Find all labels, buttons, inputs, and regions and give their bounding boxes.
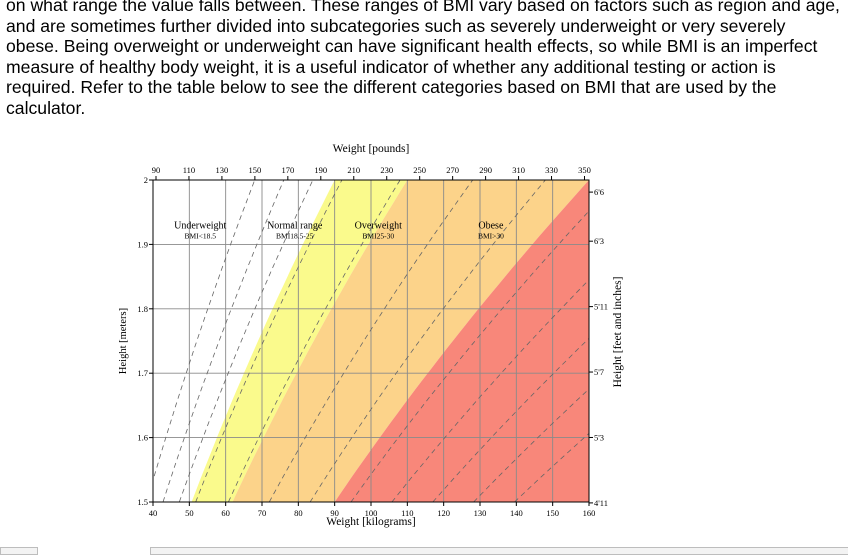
top-tick-label-9: 270 bbox=[446, 165, 459, 175]
y-tick-label-1: 1.6 bbox=[137, 433, 148, 443]
top-tick-label-2: 130 bbox=[216, 165, 229, 175]
x-tick-label-2: 60 bbox=[221, 508, 230, 518]
top-tick-label-1: 110 bbox=[183, 165, 195, 175]
x-tick-label-4: 80 bbox=[294, 508, 303, 518]
top-tick-label-7: 230 bbox=[380, 165, 393, 175]
region-range-0: BMI<18.5 bbox=[184, 231, 216, 240]
x-tick-label-12: 160 bbox=[583, 508, 596, 518]
right-tick-label-0: 4'11 bbox=[594, 498, 608, 508]
region-label-1: Normal range bbox=[267, 220, 323, 231]
region-range-1: BMI18.5-25 bbox=[276, 231, 314, 240]
y-axis-label: Height [meters] bbox=[118, 308, 129, 374]
top-tick-label-4: 170 bbox=[281, 165, 294, 175]
top-tick-label-12: 330 bbox=[545, 165, 558, 175]
chart-title: Weight [pounds] bbox=[333, 143, 410, 155]
x-axis-label: Weight [kilograms] bbox=[326, 516, 415, 528]
top-tick-label-8: 250 bbox=[413, 165, 426, 175]
top-tick-label-6: 210 bbox=[347, 165, 360, 175]
top-tick-label-5: 190 bbox=[314, 165, 327, 175]
x-tick-label-0: 40 bbox=[149, 508, 158, 518]
region-range-3: BMI>30 bbox=[478, 231, 504, 240]
top-tick-label-3: 150 bbox=[248, 165, 261, 175]
x-tick-label-8: 120 bbox=[437, 508, 450, 518]
right-tick-label-1: 5'3 bbox=[594, 432, 604, 442]
region-label-3: Obese bbox=[478, 220, 504, 231]
y-tick-label-0: 1.5 bbox=[137, 497, 148, 507]
x-tick-label-11: 150 bbox=[546, 508, 559, 518]
page-footer-box-right bbox=[150, 547, 848, 555]
y-tick-label-5: 2 bbox=[144, 175, 148, 185]
intro-paragraph: on what range the value falls between. T… bbox=[6, 0, 842, 119]
y2-axis-label: Height [feet and inches] bbox=[612, 277, 624, 388]
y-tick-label-2: 1.7 bbox=[137, 368, 148, 378]
right-tick-label-3: 5'11 bbox=[594, 302, 608, 312]
top-tick-label-0: 90 bbox=[152, 165, 161, 175]
region-label-0: Underweight bbox=[174, 220, 226, 231]
top-tick-label-13: 350 bbox=[578, 165, 591, 175]
top-tick-label-10: 290 bbox=[479, 165, 492, 175]
x-tick-label-10: 140 bbox=[510, 508, 523, 518]
y-tick-label-3: 1.8 bbox=[137, 304, 148, 314]
right-tick-label-2: 5'7 bbox=[594, 367, 604, 377]
region-label-2: Overweight bbox=[355, 220, 402, 231]
x-tick-label-3: 70 bbox=[258, 508, 267, 518]
y-tick-label-4: 1.9 bbox=[137, 239, 148, 249]
x-tick-label-1: 50 bbox=[185, 508, 194, 518]
x-tick-label-9: 130 bbox=[474, 508, 487, 518]
right-tick-label-5: 6'6 bbox=[594, 187, 604, 197]
page-footer-box-left bbox=[0, 547, 38, 555]
region-range-2: BMI25-30 bbox=[362, 231, 394, 240]
right-tick-label-4: 6'3 bbox=[594, 236, 604, 246]
top-tick-label-11: 310 bbox=[512, 165, 525, 175]
